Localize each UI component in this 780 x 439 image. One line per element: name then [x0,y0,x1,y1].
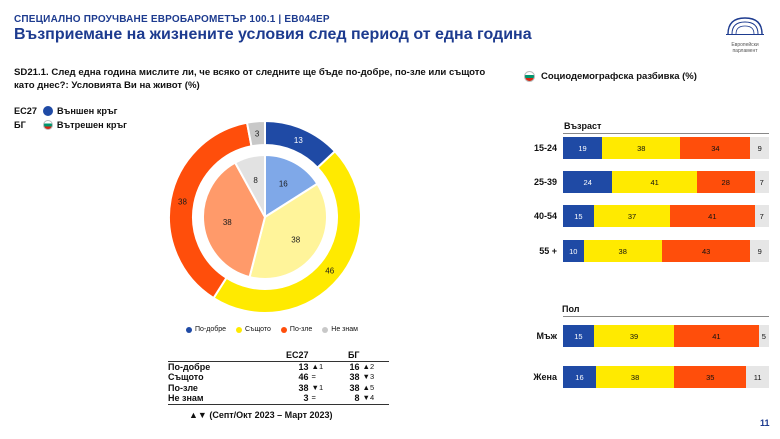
outer-label-dk: 3 [255,129,260,138]
inner-slice-dk [233,153,266,218]
bar-segment-worse: 28 [696,171,755,193]
bar-segment-dk: 9 [750,240,769,262]
outer-slice-dk [245,119,266,148]
inner-slice-better [264,153,319,219]
bar-segment-better: 19 [563,137,603,159]
ring-legend-inner-code: БГ [14,120,26,130]
group-title: Пол [562,304,580,314]
bar-segment-same: 38 [595,366,675,388]
group-title: Възраст [564,121,602,131]
bar-segment-same: 39 [593,325,675,347]
col-bg: БГ [347,350,360,360]
bar-segment-dk: 5 [758,325,769,347]
ep-logo-icon [726,17,764,35]
bar-segment-worse: 34 [680,137,751,159]
stacked-bar: 19 38 34 9 [563,137,769,159]
logo-text: Европейски парламент [731,42,759,54]
table-row: Не знам 3 = 8 ▼4 [168,393,389,405]
ring-legend-outer: ЕС27 Външен кръг [14,106,117,116]
bar-segment-same: 38 [602,137,681,159]
stacked-bar: 15 39 41 5 [563,325,769,347]
bar-segment-better: 15 [563,205,594,227]
summary-header-row: ЕС27 БГ [168,350,389,361]
change-footnote: ▲▼ (Септ/Окт 2023 – Март 2023) [189,410,333,420]
ring-legend-outer-code: ЕС27 [14,106,37,116]
group-divider [563,316,769,317]
table-row: По-зле 38 ▼1 38 ▲5 [168,382,375,393]
bar-segment-dk: 7 [754,171,769,193]
col-eu: ЕС27 [286,350,309,360]
inner-slice-same [248,182,328,280]
bar-segment-better: 10 [563,240,584,262]
inner-label-better: 16 [279,180,288,189]
bar-segment-better: 24 [563,171,613,193]
bar-segment-dk: 9 [750,137,769,159]
page-title: Възприемане на жизнените условия след пе… [14,26,532,43]
outer-label-worse: 38 [178,197,187,206]
eu-flag-icon [42,106,53,116]
bar-segment-better: 16 [563,366,596,388]
inner-label-worse: 38 [223,218,232,227]
slice-legend: По-добре Същото По-зле Не знам [186,326,358,333]
table-row: По-добре 13 ▲1 16 ▲2 [168,360,389,372]
survey-title: СПЕЦИАЛНО ПРОУЧВАНЕ ЕВРОБАРОМЕТЪР 100.1 … [14,14,330,25]
socio-title: Социодемографска разбивка (%) [524,71,697,82]
question-text: SD21.1. След една година мислите ли, че … [14,67,486,91]
stacked-bar: 16 38 35 11 [563,366,769,388]
bar-segment-worse: 41 [674,325,759,347]
bar-row-label: 25-39 [533,177,557,187]
stacked-bar: 15 37 41 7 [563,205,769,227]
bar-segment-dk: 7 [754,205,769,227]
bar-segment-same: 38 [583,240,662,262]
bar-segment-dk: 11 [746,366,769,388]
bar-row-label: 40-54 [533,211,557,221]
inner-slice-worse [202,161,267,279]
donut-chart: 13 46 38 3 16 38 38 8 [168,119,362,314]
bar-row-label: 15-24 [533,143,557,153]
ep-logo: Европейски парламент [722,14,768,54]
bar-segment-better: 15 [563,325,594,347]
ring-legend-inner-label: Вътрешен кръг [56,120,127,130]
bar-segment-same: 41 [612,171,697,193]
page-number: 11 [760,418,770,428]
bar-segment-same: 37 [593,205,671,227]
legend-item-same: Същото [236,326,271,333]
table-row: Същото 46 = 38 ▼3 [168,372,375,382]
outer-label-same: 46 [325,267,334,276]
stacked-bar: 10 38 43 9 [563,240,769,262]
legend-item-worse: По-зле [280,326,312,333]
outer-label-better: 13 [294,136,303,145]
legend-item-dk: Не знам [322,326,358,333]
bar-segment-worse: 43 [661,240,751,262]
ring-legend-inner: БГ Вътрешен кръг [14,120,127,130]
bg-flag-icon [524,71,535,82]
bar-segment-worse: 41 [670,205,755,227]
inner-label-dk: 8 [253,176,258,185]
bar-row-label: 55 + [539,246,557,256]
bar-segment-worse: 35 [674,366,747,388]
bar-row-label: Мъж [536,331,557,341]
inner-label-same: 38 [291,235,300,244]
bg-flag-icon [42,120,53,130]
ring-legend-outer-label: Външен кръг [56,106,118,116]
summary-table: ЕС27 БГ По-добре 13 ▲1 16 ▲2 Същото 46 =… [168,350,389,405]
group-divider [563,133,769,134]
legend-item-better: По-добре [186,326,226,333]
stacked-bar: 24 41 28 7 [563,171,769,193]
bar-row-label: Жена [533,372,557,382]
